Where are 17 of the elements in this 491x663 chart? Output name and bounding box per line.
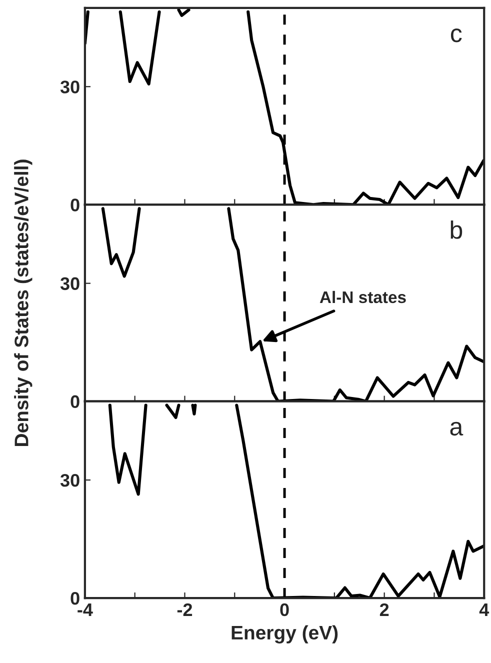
- y-tick-label: 0: [70, 592, 80, 605]
- x-tick-label: 0: [280, 603, 289, 616]
- annotation: Al-N states: [320, 290, 406, 304]
- y-tick-label: 0: [70, 395, 80, 408]
- y-tick-label: 30: [60, 80, 80, 94]
- y-tick-label: 30: [60, 277, 80, 290]
- y-tick-label: 0: [70, 198, 80, 212]
- annotation: b: [450, 220, 462, 239]
- x-tick-label: 4: [479, 604, 490, 616]
- x-tick-label: -4: [78, 604, 93, 616]
- x-tick-label: -2: [177, 603, 192, 616]
- y-axis-title: Density of States (states/eV/ell): [14, 160, 32, 446]
- y-tick-label: 30: [60, 474, 80, 487]
- x-tick-label: 2: [380, 603, 389, 616]
- annotation: c: [450, 28, 462, 42]
- x-axis-title: Energy (eV): [232, 625, 338, 644]
- annotation: a: [450, 422, 464, 436]
